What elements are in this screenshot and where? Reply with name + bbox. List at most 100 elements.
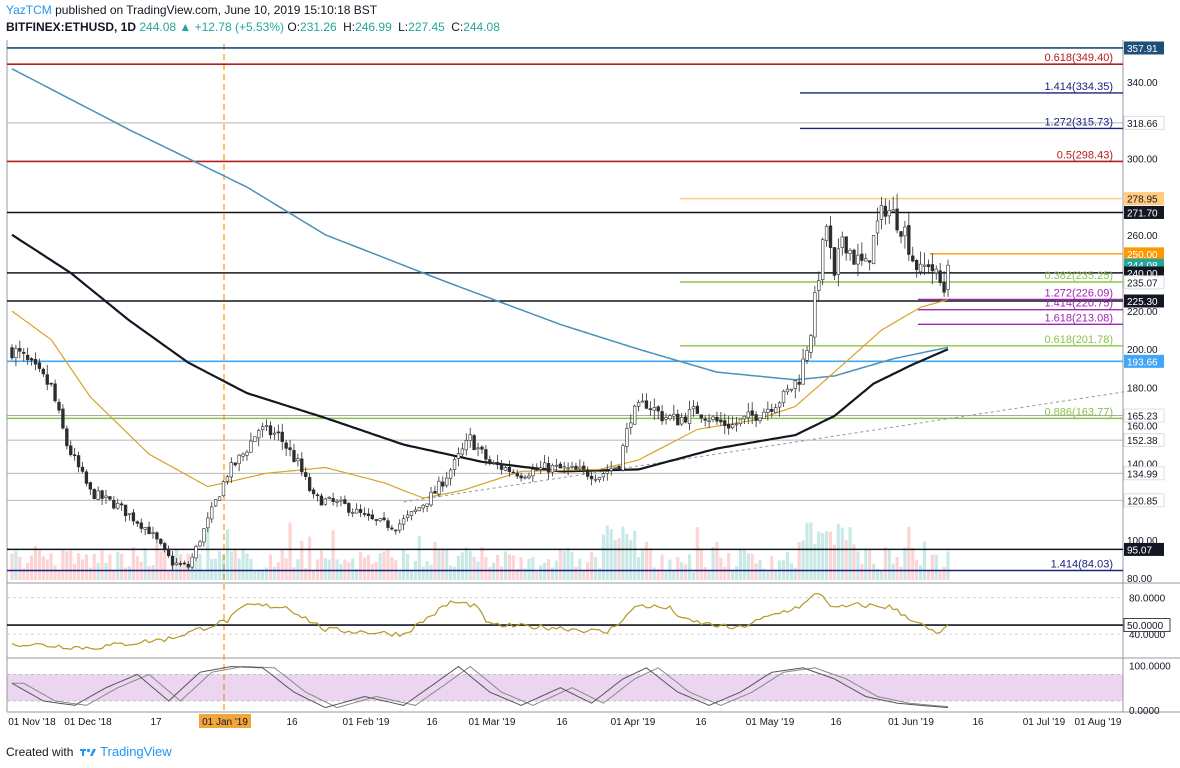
volume-bar bbox=[311, 571, 316, 580]
candle-body bbox=[84, 471, 89, 484]
candle-body bbox=[926, 264, 931, 267]
candle-body bbox=[398, 523, 402, 531]
candle-body bbox=[621, 445, 625, 471]
candle-body bbox=[69, 445, 73, 455]
volume-bar bbox=[405, 553, 410, 580]
price-badge: 357.91 bbox=[1124, 41, 1164, 55]
candle-body bbox=[390, 527, 394, 530]
volume-bar bbox=[860, 563, 864, 580]
volume-bar bbox=[378, 553, 382, 580]
volume-bar bbox=[10, 553, 14, 580]
price-badge-text: 225.30 bbox=[1127, 297, 1158, 308]
price-axis: 80.00100.00120.00140.00160.00180.00200.0… bbox=[1127, 78, 1158, 585]
volume-bar bbox=[507, 554, 511, 580]
candle-body bbox=[14, 348, 18, 359]
candle-body bbox=[922, 264, 927, 267]
volume-bar bbox=[574, 566, 578, 580]
volume-bar bbox=[225, 529, 229, 580]
volume-bar bbox=[57, 569, 61, 580]
volume-bar bbox=[77, 553, 81, 580]
volume-bar bbox=[578, 558, 582, 580]
candle-body bbox=[233, 462, 237, 466]
volume-bar bbox=[813, 544, 817, 580]
candle-body bbox=[895, 208, 899, 231]
time-tick-label: 16 bbox=[556, 717, 568, 728]
volume-bar bbox=[147, 566, 151, 580]
candle-body bbox=[468, 434, 472, 441]
volume-bar bbox=[421, 566, 425, 580]
volume-bar bbox=[464, 547, 468, 580]
candle-body bbox=[319, 495, 324, 506]
candle-body bbox=[527, 475, 531, 479]
candle-body bbox=[754, 414, 758, 421]
candle-body bbox=[370, 514, 374, 520]
volume-bar bbox=[836, 523, 840, 580]
volume-bar bbox=[30, 555, 34, 580]
open-value: 231.26 bbox=[300, 20, 337, 34]
close-value: 244.08 bbox=[463, 20, 500, 34]
candle-body bbox=[288, 447, 292, 450]
time-tick-label: 16 bbox=[830, 717, 842, 728]
candle-body bbox=[437, 480, 441, 495]
price-badge-text: 357.91 bbox=[1127, 44, 1158, 55]
candle-body bbox=[730, 424, 735, 429]
candle-body bbox=[683, 416, 688, 423]
candle-body bbox=[832, 247, 837, 276]
candle-body bbox=[789, 388, 794, 391]
candle-body bbox=[127, 513, 132, 516]
candle-body bbox=[433, 490, 437, 494]
candle-body bbox=[264, 425, 269, 427]
volume-bar bbox=[217, 551, 222, 580]
volume-bar bbox=[562, 550, 566, 580]
rsi-tick-label: 40.0000 bbox=[1129, 630, 1166, 641]
price-badge: 120.85 bbox=[1123, 493, 1165, 508]
tradingview-brand[interactable]: TradingView bbox=[100, 744, 172, 759]
volume-bar bbox=[942, 567, 946, 580]
volume-bar bbox=[558, 548, 562, 580]
volume-bar bbox=[883, 547, 887, 580]
candle-body bbox=[672, 413, 676, 417]
candle-body bbox=[871, 235, 876, 264]
candle-body bbox=[163, 543, 167, 550]
candle-body bbox=[636, 402, 641, 407]
volume-bar bbox=[296, 559, 300, 580]
fib-level-label: 1.618(213.08) bbox=[1045, 312, 1114, 324]
candle-body bbox=[899, 231, 903, 237]
volume-bar bbox=[358, 551, 363, 580]
volume-bar bbox=[488, 567, 492, 580]
fib-level-label: 0.382(235.25) bbox=[1045, 270, 1114, 282]
candle-body bbox=[159, 538, 163, 544]
price-badge: 271.70 bbox=[1124, 205, 1164, 219]
candle-body bbox=[25, 354, 30, 360]
price-badge: 250.00 bbox=[1124, 247, 1164, 261]
volume-bar bbox=[402, 549, 406, 580]
candle-body bbox=[311, 489, 316, 495]
volume-bar bbox=[163, 547, 167, 580]
fib-level-label: 0.618(349.40) bbox=[1045, 52, 1114, 64]
ma100-line bbox=[11, 233, 949, 473]
volume-bar bbox=[570, 552, 574, 580]
volume-bar bbox=[719, 557, 723, 580]
candle-body bbox=[625, 428, 629, 447]
volume-bar bbox=[53, 565, 57, 580]
price-tick-label: 200.00 bbox=[1127, 345, 1158, 356]
volume-bar bbox=[946, 551, 950, 580]
candle-body bbox=[676, 413, 680, 426]
candle-body bbox=[401, 518, 406, 525]
volume-bar bbox=[237, 558, 241, 580]
volume-bar bbox=[69, 550, 73, 580]
candle-body bbox=[531, 469, 535, 477]
volume-bar bbox=[460, 552, 464, 580]
volume-bar bbox=[370, 564, 374, 580]
horizontal-levels bbox=[7, 47, 1123, 572]
candle-body bbox=[307, 477, 312, 491]
price-badge-text: 120.85 bbox=[1127, 496, 1158, 507]
candle-body bbox=[727, 423, 731, 429]
author-link[interactable]: YazTCM bbox=[6, 3, 52, 17]
volume-bar bbox=[214, 558, 218, 580]
candle-body bbox=[358, 509, 363, 513]
stoch-band bbox=[7, 674, 1123, 701]
candle-body bbox=[284, 442, 288, 449]
volume-bar bbox=[398, 571, 402, 580]
